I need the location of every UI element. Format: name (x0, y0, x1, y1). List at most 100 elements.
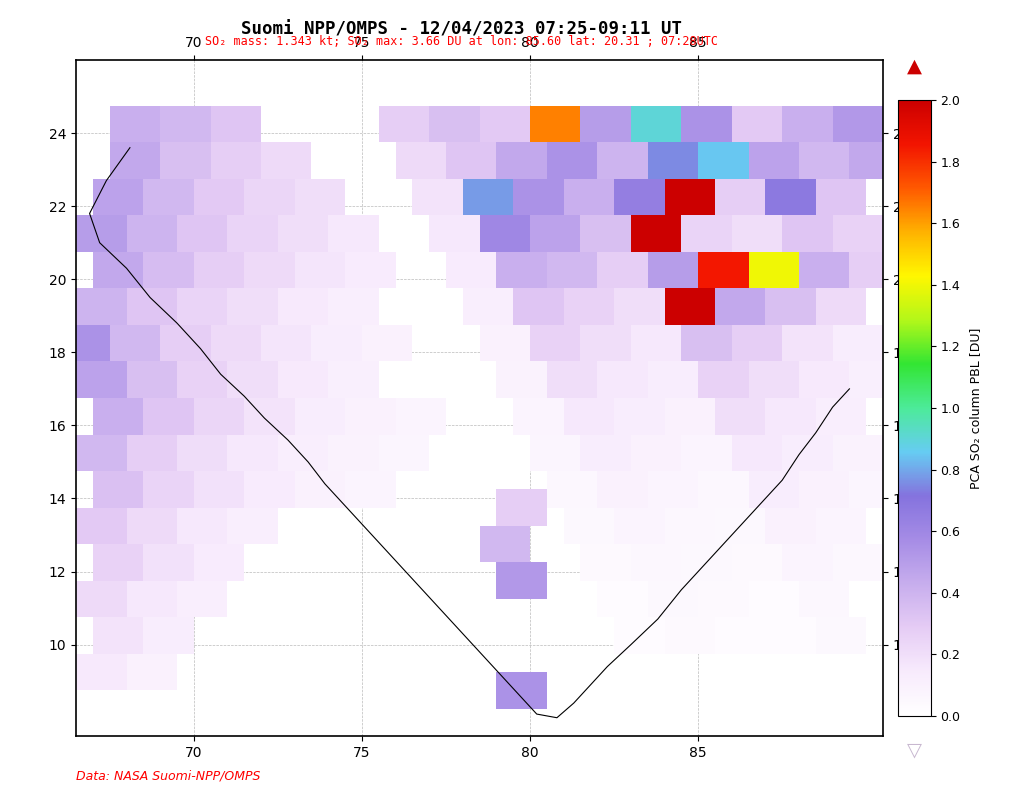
Bar (748, 252, 799, 288)
Bar (715, 288, 765, 325)
Bar (597, 362, 648, 398)
Bar (698, 362, 748, 398)
Bar (93, 178, 143, 215)
Bar (496, 252, 547, 288)
Bar (648, 142, 698, 178)
Bar (429, 215, 479, 252)
Bar (312, 325, 362, 362)
Bar (597, 581, 648, 618)
Bar (698, 581, 748, 618)
Bar (783, 544, 832, 581)
Bar (143, 618, 194, 654)
Bar (177, 508, 227, 544)
Bar (681, 434, 732, 471)
Bar (93, 252, 143, 288)
Bar (547, 362, 597, 398)
Bar (614, 508, 665, 544)
Text: ▽: ▽ (907, 741, 922, 760)
Text: ▲: ▲ (907, 56, 922, 75)
Bar (850, 471, 900, 508)
Bar (446, 252, 496, 288)
Bar (681, 325, 732, 362)
Bar (463, 178, 514, 215)
Bar (547, 142, 597, 178)
Bar (597, 142, 648, 178)
Bar (816, 288, 866, 325)
Bar (765, 398, 816, 434)
Bar (76, 362, 127, 398)
Bar (127, 362, 177, 398)
Bar (127, 215, 177, 252)
Bar (631, 434, 681, 471)
Bar (127, 654, 177, 690)
Bar (715, 178, 765, 215)
Bar (681, 106, 732, 142)
Bar (665, 508, 715, 544)
Bar (93, 618, 143, 654)
Bar (177, 362, 227, 398)
Bar (514, 178, 563, 215)
Bar (614, 288, 665, 325)
Bar (783, 325, 832, 362)
Bar (799, 471, 850, 508)
Bar (614, 618, 665, 654)
Bar (294, 178, 345, 215)
Bar (850, 252, 900, 288)
Bar (227, 508, 278, 544)
Bar (345, 398, 396, 434)
Bar (127, 581, 177, 618)
Bar (480, 325, 530, 362)
Bar (143, 471, 194, 508)
Bar (278, 434, 328, 471)
Bar (832, 325, 883, 362)
Bar (832, 434, 883, 471)
Bar (227, 215, 278, 252)
Bar (850, 362, 900, 398)
Bar (665, 288, 715, 325)
Bar (563, 178, 614, 215)
Bar (227, 288, 278, 325)
Bar (160, 325, 211, 362)
Bar (799, 252, 850, 288)
Bar (245, 398, 294, 434)
Bar (698, 142, 748, 178)
Bar (143, 398, 194, 434)
Bar (631, 106, 681, 142)
Bar (496, 562, 547, 599)
Bar (783, 106, 832, 142)
Bar (816, 178, 866, 215)
Bar (446, 142, 496, 178)
Bar (211, 106, 261, 142)
Bar (345, 471, 396, 508)
Bar (160, 106, 211, 142)
Bar (665, 178, 715, 215)
Text: Data: NASA Suomi-NPP/OMPS: Data: NASA Suomi-NPP/OMPS (76, 770, 261, 782)
Bar (496, 142, 547, 178)
Bar (665, 398, 715, 434)
Bar (496, 672, 547, 709)
Bar (698, 252, 748, 288)
Bar (396, 142, 446, 178)
Bar (245, 178, 294, 215)
Bar (59, 325, 110, 362)
Bar (732, 106, 783, 142)
Bar (681, 544, 732, 581)
Bar (261, 142, 312, 178)
Bar (765, 288, 816, 325)
Bar (648, 581, 698, 618)
Bar (294, 398, 345, 434)
Bar (278, 288, 328, 325)
Bar (177, 581, 227, 618)
Bar (715, 618, 765, 654)
Bar (245, 471, 294, 508)
Bar (748, 581, 799, 618)
Bar (463, 288, 514, 325)
Bar (294, 252, 345, 288)
Bar (76, 654, 127, 690)
Bar (530, 434, 581, 471)
Bar (328, 288, 379, 325)
Bar (832, 544, 883, 581)
Bar (211, 142, 261, 178)
Bar (530, 215, 581, 252)
Bar (227, 362, 278, 398)
